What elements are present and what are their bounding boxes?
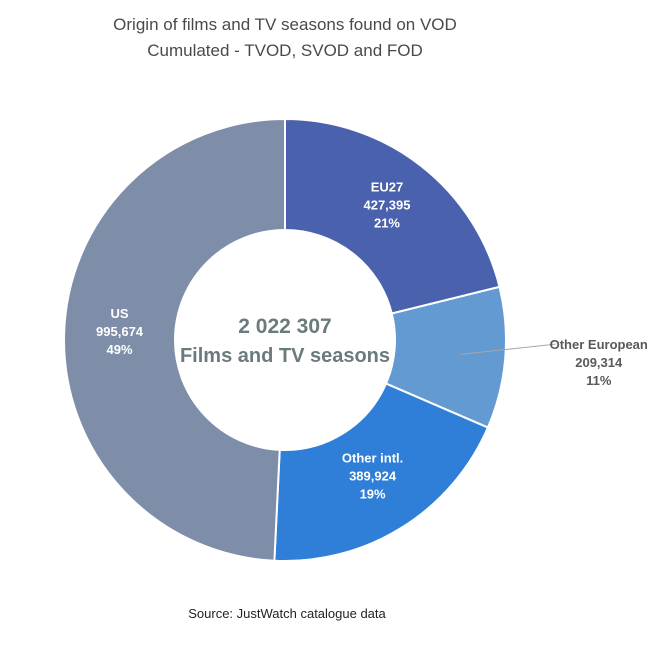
label-other-intl-name: Other intl. bbox=[342, 450, 403, 465]
label-us-percent: 49% bbox=[107, 342, 133, 357]
label-us-name: US bbox=[111, 306, 129, 321]
chart-subtitle: Cumulated - TVOD, SVOD and FOD bbox=[147, 41, 423, 60]
center-total-label: Films and TV seasons bbox=[180, 345, 390, 367]
label-other-intl-value-label: 389,924 bbox=[349, 468, 397, 483]
label-other-european-name: Other European bbox=[550, 337, 648, 352]
label-other-european-value-label: 209,314 bbox=[575, 355, 623, 370]
leader-line-other-european bbox=[459, 343, 556, 355]
center-total-value: 2 022 307 bbox=[238, 315, 331, 338]
slice-other-intl bbox=[273, 382, 490, 562]
label-other-intl-percent: 19% bbox=[360, 486, 386, 501]
label-eu27-percent: 21% bbox=[374, 216, 400, 231]
label-us-value-label: 995,674 bbox=[96, 324, 144, 339]
donut-slices bbox=[63, 117, 507, 562]
slice-us bbox=[63, 117, 286, 562]
label-eu27-value-label: 427,395 bbox=[363, 198, 410, 213]
chart-title: Origin of films and TV seasons found on … bbox=[113, 15, 457, 34]
source-note: Source: JustWatch catalogue data bbox=[188, 606, 386, 621]
label-eu27-name: EU27 bbox=[371, 180, 404, 195]
label-other-european-percent: 11% bbox=[586, 373, 612, 388]
slice-labels: EU27 427,395 21% Other European 209,314 11% Ot… bbox=[96, 180, 648, 502]
slice-eu27 bbox=[284, 117, 501, 315]
